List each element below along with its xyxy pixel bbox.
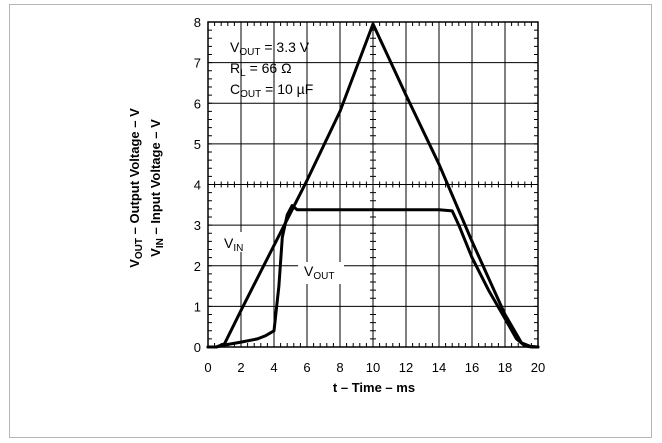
annotation-vout: VOUT = 3.3 V: [230, 39, 310, 58]
chart-frame: [9, 4, 652, 438]
series-line-vin: [206, 22, 540, 349]
vout-label-bg: [298, 262, 344, 284]
x-tick-label: 10: [366, 360, 380, 375]
series-label-vin: VIN: [224, 235, 243, 254]
x-tick-label: 8: [336, 360, 343, 375]
x-tick-label: 2: [237, 360, 244, 375]
y-axis-label-primary: VOUT – Output Voltage – V: [127, 108, 145, 268]
y-tick-label: 3: [194, 218, 201, 233]
y-tick-label: 8: [194, 15, 201, 30]
plot-border: [207, 21, 539, 348]
y-tick-label: 1: [194, 299, 201, 314]
series-line-vout: [206, 204, 540, 349]
x-axis-label: t – Time – ms: [333, 380, 415, 395]
vin-label-bg: [222, 232, 256, 252]
y-axis-label-secondary: VIN – Input Voltage – V: [148, 119, 166, 257]
x-tick-label: 6: [303, 360, 310, 375]
y-tick-label: 5: [194, 137, 201, 152]
x-tick-label: 12: [399, 360, 413, 375]
series-labels: VIN VOUT: [222, 232, 344, 284]
annotation-rl: RL = 66 Ω: [230, 60, 292, 79]
x-tick-label: 4: [270, 360, 277, 375]
x-tick-label: 0: [204, 360, 211, 375]
series-label-vout: VOUT: [304, 263, 334, 282]
x-tick-label: 18: [498, 360, 512, 375]
svg-text:VIN – Input Voltage – V: VIN – Input Voltage – V: [148, 119, 166, 257]
y-tick-label: 7: [194, 56, 201, 71]
x-tick-label: 14: [432, 360, 446, 375]
x-tick-label: 20: [531, 360, 545, 375]
y-tick-label: 2: [194, 259, 201, 274]
svg-text:VOUT – Output Voltage – V: VOUT – Output Voltage – V: [127, 108, 145, 268]
series-layer: [206, 22, 540, 349]
annotation-block: VOUT = 3.3 V RL = 66 Ω COUT = 10 µF: [230, 39, 313, 100]
y-tick-label: 0: [194, 340, 201, 355]
y-tick-label: 4: [194, 178, 201, 193]
annotation-cout: COUT = 10 µF: [230, 81, 313, 100]
x-tick-label: 16: [465, 360, 479, 375]
y-tick-label: 6: [194, 96, 201, 111]
